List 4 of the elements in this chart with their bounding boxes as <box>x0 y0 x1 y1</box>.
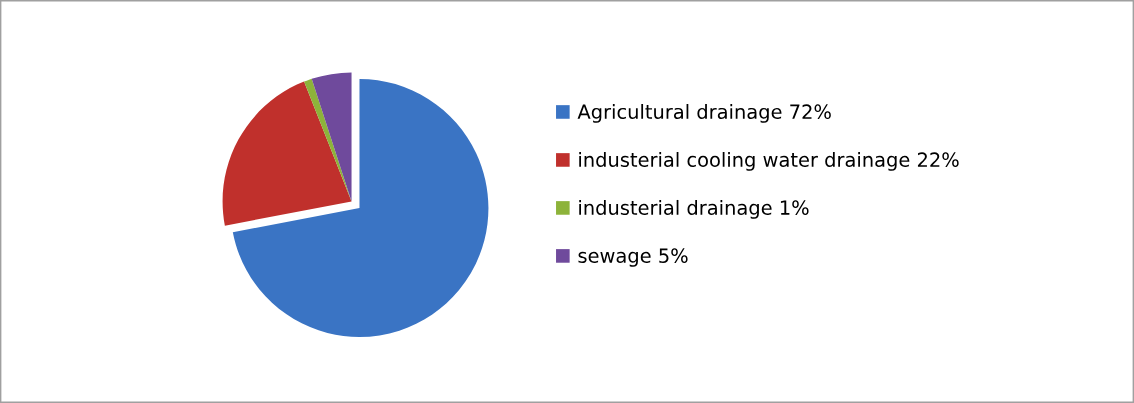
legend-label: Agricultural drainage 72% <box>577 103 831 123</box>
legend-label: sewage 5% <box>578 248 688 267</box>
legend-label: industerial drainage 1% <box>579 199 809 219</box>
legend-label: industerial cooling water drainage 22% <box>579 151 959 171</box>
